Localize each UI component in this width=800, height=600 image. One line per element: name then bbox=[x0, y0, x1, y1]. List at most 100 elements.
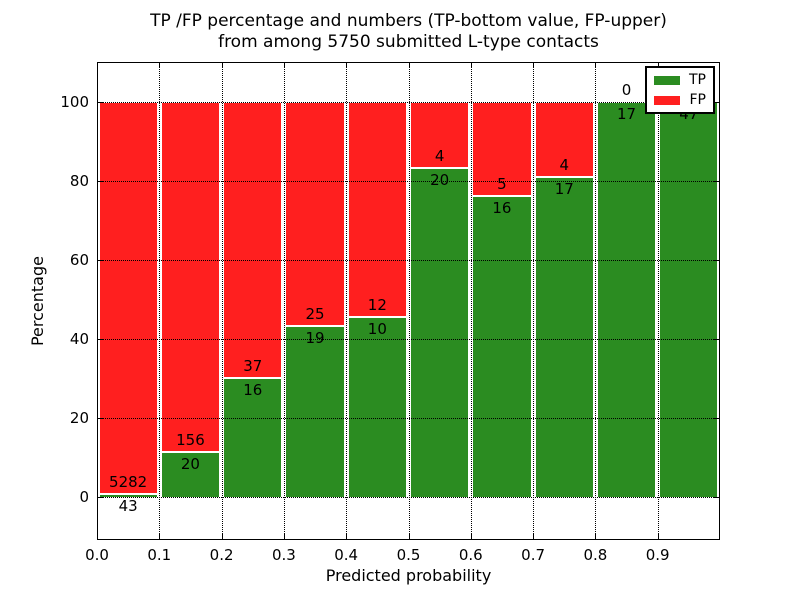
x-tick-label: 0.1 bbox=[147, 546, 172, 564]
x-tick-top bbox=[346, 63, 348, 68]
tp-legend-label: TP bbox=[689, 72, 706, 88]
y-tick-left bbox=[98, 339, 103, 340]
x-axis-label: Predicted probability bbox=[325, 566, 492, 585]
y-tick-right bbox=[714, 102, 719, 103]
fp-count-label: 25 bbox=[305, 305, 325, 324]
y-tick-left bbox=[98, 102, 103, 103]
y-tick-left bbox=[98, 260, 103, 261]
y-tick-left bbox=[98, 181, 103, 182]
fp-bar bbox=[347, 102, 407, 318]
tp-bar bbox=[347, 317, 407, 497]
x-gridline bbox=[346, 62, 348, 540]
y-tick-label: 0 bbox=[79, 488, 89, 506]
x-tick-bottom bbox=[470, 534, 472, 539]
fp-bar bbox=[285, 102, 345, 327]
x-tick-label: 0.4 bbox=[334, 546, 359, 564]
x-tick-label: 0.6 bbox=[458, 546, 483, 564]
x-gridline bbox=[408, 62, 410, 540]
tp-bar bbox=[534, 177, 594, 497]
x-tick-top bbox=[221, 63, 223, 68]
y-tick-right bbox=[714, 418, 719, 419]
y-axis-label: Percentage bbox=[28, 256, 47, 347]
x-gridline bbox=[221, 62, 223, 540]
y-tick-label: 20 bbox=[69, 409, 89, 427]
tp-bar bbox=[160, 452, 221, 497]
x-gridline bbox=[470, 62, 472, 540]
y-tick-left bbox=[98, 418, 103, 419]
y-tick-right bbox=[714, 339, 719, 340]
x-tick-label: 0.3 bbox=[271, 546, 296, 564]
tp-count-label: 43 bbox=[118, 496, 138, 515]
chart-title-line2: from among 5750 submitted L-type contact… bbox=[218, 32, 599, 52]
fp-count-label: 12 bbox=[367, 296, 387, 315]
tp-legend-swatch-icon bbox=[654, 75, 680, 85]
x-tick-top bbox=[657, 63, 659, 68]
x-tick-top bbox=[159, 63, 161, 68]
x-tick-bottom bbox=[97, 534, 98, 539]
tp-count-label: 19 bbox=[305, 329, 325, 348]
x-tick-bottom bbox=[221, 534, 223, 539]
x-tick-top bbox=[533, 63, 535, 68]
x-gridline bbox=[595, 62, 597, 540]
fp-bar bbox=[160, 102, 221, 453]
fp-bar bbox=[223, 102, 283, 378]
legend-row-fp: FP bbox=[654, 93, 706, 107]
x-tick-bottom bbox=[595, 534, 597, 539]
fp-bar bbox=[410, 102, 470, 168]
tp-bar bbox=[285, 326, 345, 497]
y-tick-right bbox=[714, 260, 719, 261]
fp-count-label: 5282 bbox=[109, 472, 148, 491]
y-tick-right bbox=[714, 497, 719, 498]
x-tick-bottom bbox=[346, 534, 348, 539]
fp-count-label: 4 bbox=[434, 146, 445, 165]
tp-bar bbox=[410, 167, 470, 497]
x-tick-label: 0.5 bbox=[396, 546, 421, 564]
tp-bar bbox=[223, 377, 283, 497]
x-tick-bottom bbox=[408, 534, 410, 539]
x-tick-bottom bbox=[159, 534, 161, 539]
legend: TP FP bbox=[645, 66, 715, 114]
x-tick-label: 0.8 bbox=[583, 546, 608, 564]
fp-count-label: 4 bbox=[559, 156, 570, 175]
tp-bar bbox=[472, 196, 532, 497]
fp-bar bbox=[98, 102, 158, 494]
x-gridline bbox=[283, 62, 285, 540]
x-tick-bottom bbox=[533, 534, 535, 539]
tp-bar bbox=[98, 493, 158, 497]
y-tick-left bbox=[98, 497, 103, 498]
fp-bar bbox=[472, 102, 532, 197]
x-tick-top bbox=[595, 63, 597, 68]
tp-count-label: 17 bbox=[617, 105, 637, 123]
tp-count-label: 17 bbox=[554, 180, 574, 199]
x-tick-label: 0.9 bbox=[645, 546, 670, 564]
fp-count-label: 156 bbox=[176, 431, 205, 450]
tp-count-label: 20 bbox=[430, 170, 450, 189]
tp-bar bbox=[659, 102, 719, 497]
legend-row-tp: TP bbox=[654, 73, 706, 87]
fp-count-label: 0 bbox=[621, 81, 632, 99]
y-tick-label: 60 bbox=[69, 251, 89, 269]
fp-count-label: 37 bbox=[243, 356, 263, 375]
tp-count-label: 10 bbox=[367, 320, 387, 339]
tp-count-label: 16 bbox=[243, 380, 263, 399]
tp-count-label: 16 bbox=[492, 199, 512, 218]
x-tick-label: 0.7 bbox=[521, 546, 546, 564]
y-tick-label: 40 bbox=[69, 330, 89, 348]
fp-count-label: 5 bbox=[497, 175, 507, 194]
x-tick-top bbox=[470, 63, 472, 68]
x-tick-top bbox=[408, 63, 410, 68]
tp-bar bbox=[596, 102, 657, 497]
chart-title: TP /FP percentage and numbers (TP-bottom… bbox=[97, 11, 720, 53]
fp-legend-swatch-icon bbox=[654, 95, 680, 105]
x-tick-top bbox=[97, 63, 98, 68]
x-tick-label: 0.0 bbox=[85, 546, 109, 564]
y-tick-label: 100 bbox=[60, 93, 89, 111]
x-gridline bbox=[657, 62, 659, 540]
fp-legend-label: FP bbox=[689, 92, 707, 108]
y-tick-right bbox=[714, 181, 719, 182]
y-tick-label: 80 bbox=[69, 172, 89, 190]
x-tick-label: 0.2 bbox=[209, 546, 234, 564]
x-gridline bbox=[159, 62, 161, 540]
tp-count-label: 20 bbox=[180, 455, 200, 474]
